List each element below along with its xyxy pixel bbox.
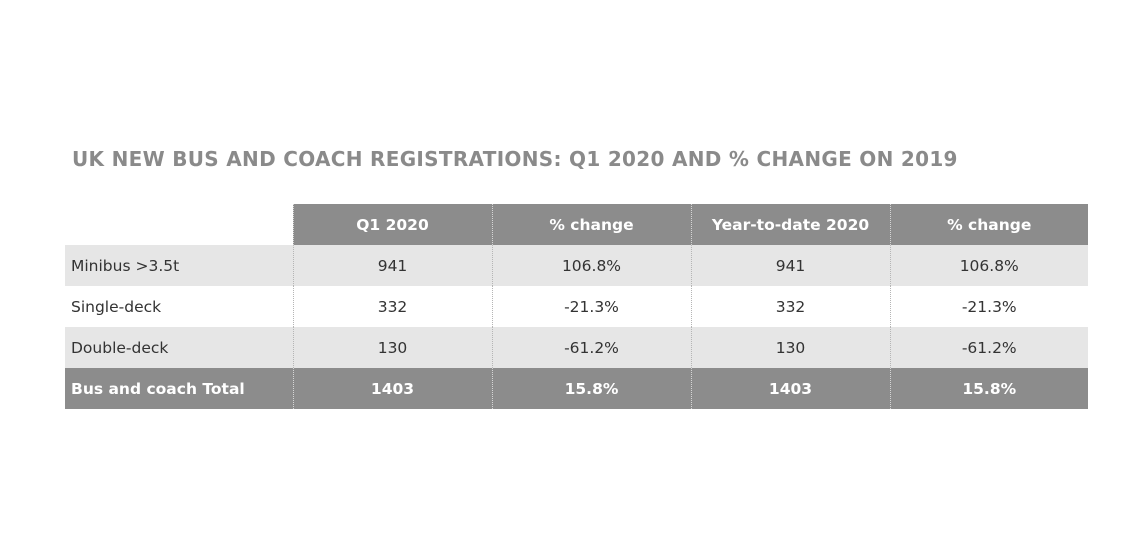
table-row: Single-deck 332 -21.3% 332 -21.3% <box>65 286 1088 327</box>
total-row: Bus and coach Total 1403 15.8% 1403 15.8… <box>65 368 1088 409</box>
table-row: Double-deck 130 -61.2% 130 -61.2% <box>65 327 1088 368</box>
table-cell: 941 <box>292 245 492 286</box>
header-ytd-2020: Year-to-date 2020 <box>690 204 890 245</box>
header-q1-2020: Q1 2020 <box>292 204 492 245</box>
total-label: Bus and coach Total <box>65 368 293 409</box>
header-row: Q1 2020 % change Year-to-date 2020 % cha… <box>65 204 1088 245</box>
table-cell: -21.3% <box>491 286 691 327</box>
total-cell: 1403 <box>690 368 890 409</box>
header-blank-cell <box>65 204 293 245</box>
row-label: Single-deck <box>65 286 293 327</box>
total-cell: 1403 <box>292 368 492 409</box>
table-cell: 130 <box>292 327 492 368</box>
registrations-table: Q1 2020 % change Year-to-date 2020 % cha… <box>65 204 1088 409</box>
table-cell: -21.3% <box>889 286 1088 327</box>
table-cell: 332 <box>690 286 890 327</box>
total-cell: 15.8% <box>889 368 1088 409</box>
header-q1-percent-change: % change <box>491 204 691 245</box>
header-ytd-percent-change: % change <box>889 204 1088 245</box>
table-cell: -61.2% <box>889 327 1088 368</box>
table-cell: 332 <box>292 286 492 327</box>
table-cell: -61.2% <box>491 327 691 368</box>
table-cell: 941 <box>690 245 890 286</box>
table-cell: 106.8% <box>491 245 691 286</box>
table-cell: 130 <box>690 327 890 368</box>
table-row: Minibus >3.5t 941 106.8% 941 106.8% <box>65 245 1088 286</box>
row-label: Double-deck <box>65 327 293 368</box>
table-cell: 106.8% <box>889 245 1088 286</box>
total-cell: 15.8% <box>491 368 691 409</box>
table-title: UK NEW BUS AND COACH REGISTRATIONS: Q1 2… <box>72 147 958 171</box>
row-label: Minibus >3.5t <box>65 245 293 286</box>
